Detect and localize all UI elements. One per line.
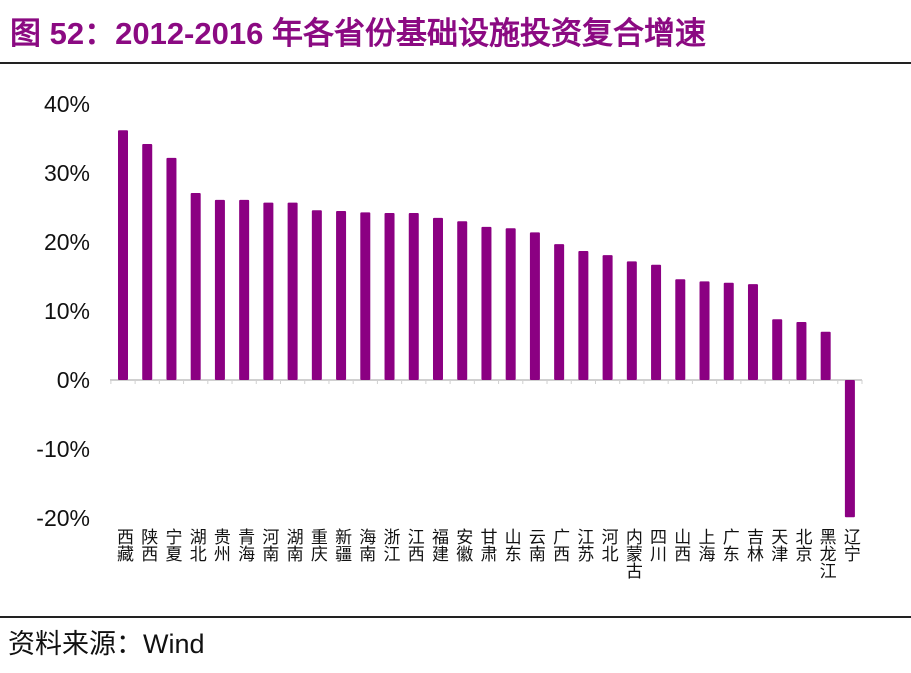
bar-贵州 xyxy=(214,199,225,380)
bar-辽宁 xyxy=(844,380,855,518)
x-tick-label: 宁夏 xyxy=(161,528,182,562)
bar-湖南 xyxy=(287,202,298,380)
bar-重庆 xyxy=(311,210,322,380)
bar-新疆 xyxy=(336,210,347,380)
bar-安徽 xyxy=(457,221,468,380)
y-tick-label: 10% xyxy=(44,298,90,324)
bottom-rule xyxy=(0,616,911,618)
y-tick-label: -10% xyxy=(36,436,90,462)
x-tick-label: 江西 xyxy=(404,528,425,562)
x-tick-label: 广东 xyxy=(719,528,740,562)
bar-黑龙江 xyxy=(820,331,831,380)
bar-江苏 xyxy=(578,250,589,380)
top-rule xyxy=(0,62,911,64)
x-tick-label: 河北 xyxy=(598,528,619,562)
x-tick-label: 江苏 xyxy=(573,528,594,563)
x-tick-label: 湖北 xyxy=(186,528,207,562)
bar-浙江 xyxy=(384,213,395,380)
y-tick-label: 30% xyxy=(44,160,90,186)
bar-宁夏 xyxy=(166,157,177,380)
bar-山西 xyxy=(675,279,686,380)
bar-广东 xyxy=(723,282,734,380)
x-tick-label: 青海 xyxy=(234,528,255,563)
x-tick-label: 四川 xyxy=(646,528,667,562)
bar-甘肃 xyxy=(481,226,492,380)
bar-江西 xyxy=(408,213,419,380)
x-tick-label: 广西 xyxy=(549,528,570,562)
chart-title: 图 52：2012-2016 年各省份基础设施投资复合增速 xyxy=(10,16,706,51)
bar-内蒙古 xyxy=(626,261,637,380)
x-tick-label: 新疆 xyxy=(331,528,352,562)
x-tick-label: 北京 xyxy=(791,528,812,563)
bar-北京 xyxy=(796,322,807,380)
bar-陕西 xyxy=(142,144,153,380)
bar-海南 xyxy=(360,212,371,380)
y-tick-label: 40% xyxy=(44,91,90,117)
bar-四川 xyxy=(651,264,662,380)
source-note: 资料来源：Wind xyxy=(8,629,205,659)
x-tick-label: 湖南 xyxy=(283,528,304,562)
x-tick-label: 云南 xyxy=(525,528,546,562)
x-tick-label: 福建 xyxy=(428,528,449,562)
x-tick-label: 重庆 xyxy=(307,528,328,562)
y-tick-label: -20% xyxy=(36,505,90,531)
bar-吉林 xyxy=(747,284,758,380)
x-tick-label: 贵州 xyxy=(210,528,231,562)
bar-云南 xyxy=(529,232,540,380)
bar-湖北 xyxy=(190,193,201,380)
bar-河南 xyxy=(263,202,274,380)
x-tick-label: 海南 xyxy=(355,528,376,562)
bar-青海 xyxy=(239,199,250,380)
x-tick-label: 天津 xyxy=(767,528,788,562)
bar-上海 xyxy=(699,281,710,380)
x-tick-label: 上海 xyxy=(695,528,716,563)
x-tick-label: 吉林 xyxy=(743,528,764,562)
bar-天津 xyxy=(772,319,783,380)
x-tick-label: 山东 xyxy=(501,528,521,562)
bar-山东 xyxy=(505,228,516,380)
x-tick-label: 陕西 xyxy=(137,528,157,562)
x-tick-label: 黑龙江 xyxy=(816,528,837,579)
x-tick-label: 西藏 xyxy=(113,528,134,563)
x-tick-label: 甘肃 xyxy=(476,528,497,562)
bar-西藏 xyxy=(118,130,128,380)
x-tick-label: 内蒙古 xyxy=(622,528,643,579)
bar-福建 xyxy=(432,217,443,380)
bar-河北 xyxy=(602,255,613,380)
x-tick-label: 辽宁 xyxy=(840,528,861,562)
y-tick-label: 20% xyxy=(44,229,90,255)
x-tick-label: 山西 xyxy=(670,528,690,562)
y-tick-label: 0% xyxy=(57,367,90,393)
x-tick-label: 安徽 xyxy=(452,528,473,562)
bar-广西 xyxy=(554,244,565,380)
x-tick-label: 浙江 xyxy=(380,528,401,562)
x-tick-label: 河南 xyxy=(258,528,279,562)
